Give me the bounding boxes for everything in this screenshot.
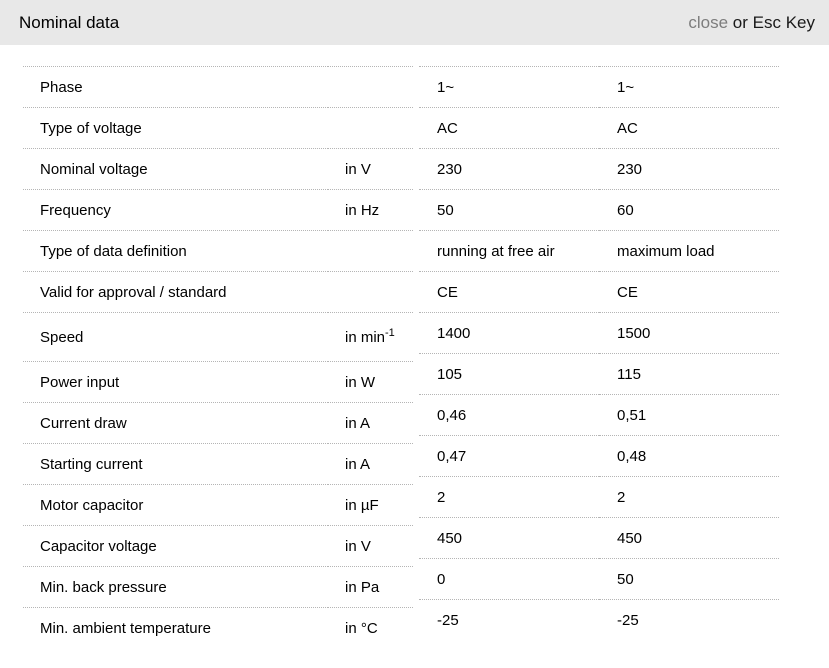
row-value: AC (419, 107, 599, 149)
row-value: 450 (599, 517, 779, 559)
table-row-values: 50 60 (419, 189, 779, 231)
row-label: Type of data definition (23, 230, 328, 272)
row-label: Valid for approval / standard (23, 271, 328, 313)
table-row-values: 0,46 0,51 (419, 394, 779, 436)
table-row: Valid for approval / standard (23, 271, 413, 313)
row-value: 2 (419, 476, 599, 518)
row-unit: in V (328, 525, 413, 567)
row-value: 0,48 (599, 435, 779, 477)
row-unit: in Hz (328, 189, 413, 231)
row-label: Frequency (23, 189, 328, 231)
row-label: Min. ambient temperature (23, 607, 328, 649)
row-value: 60 (599, 189, 779, 231)
row-value: 1500 (599, 312, 779, 354)
row-label: Type of voltage (23, 107, 328, 149)
row-value: 230 (419, 148, 599, 190)
row-value: CE (599, 271, 779, 313)
page-title: Nominal data (19, 12, 120, 32)
row-value: -25 (599, 599, 779, 641)
row-value: 0,46 (419, 394, 599, 436)
row-value: 0,47 (419, 435, 599, 477)
table-row: Speed in min-1 (23, 312, 413, 362)
row-value: 2 (599, 476, 779, 518)
table-row: Type of voltage (23, 107, 413, 149)
row-value: 50 (599, 558, 779, 600)
table-row-values: 450 450 (419, 517, 779, 559)
row-value: -25 (419, 599, 599, 641)
table-row: Min. back pressure in Pa (23, 566, 413, 608)
table-row: Capacitor voltage in V (23, 525, 413, 567)
row-unit: in °C (328, 607, 413, 649)
row-value: 1400 (419, 312, 599, 354)
row-unit: in A (328, 443, 413, 485)
close-button[interactable]: close (688, 12, 729, 32)
row-value: 230 (599, 148, 779, 190)
table-row-values: running at free air maximum load (419, 230, 779, 272)
table-row-values: 105 115 (419, 353, 779, 395)
esc-key-hint: or Esc Key (732, 12, 815, 32)
row-value: 0,51 (599, 394, 779, 436)
row-value: CE (419, 271, 599, 313)
table-row: Nominal voltage in V (23, 148, 413, 190)
row-unit: in min-1 (328, 312, 413, 362)
table-row: Motor capacitor in µF (23, 484, 413, 526)
table-row-values: 1400 1500 (419, 312, 779, 354)
close-controls: close or Esc Key (688, 13, 815, 33)
table-row-values: 1~ 1~ (419, 66, 779, 108)
row-label: Starting current (23, 443, 328, 485)
table-row-values: AC AC (419, 107, 779, 149)
table-row-values: 0,47 0,48 (419, 435, 779, 477)
row-unit: in µF (328, 484, 413, 526)
table-row: Power input in W (23, 361, 413, 403)
unit-superscript: -1 (385, 326, 395, 339)
row-unit: in W (328, 361, 413, 403)
row-label: Current draw (23, 402, 328, 444)
table-row-values: -25 -25 (419, 599, 779, 641)
row-value: 115 (599, 353, 779, 395)
table-row-values: CE CE (419, 271, 779, 313)
row-label: Nominal voltage (23, 148, 328, 190)
table-row: Phase (23, 66, 413, 108)
row-label: Phase (23, 66, 328, 108)
row-label: Min. back pressure (23, 566, 328, 608)
table-row: Current draw in A (23, 402, 413, 444)
row-value: 105 (419, 353, 599, 395)
table-row: Type of data definition (23, 230, 413, 272)
row-label: Capacitor voltage (23, 525, 328, 567)
row-value: 450 (419, 517, 599, 559)
table-row: Min. ambient temperature in °C (23, 607, 413, 649)
row-label: Speed (23, 312, 328, 362)
row-unit: in V (328, 148, 413, 190)
row-label: Power input (23, 361, 328, 403)
row-unit: in A (328, 402, 413, 444)
row-value: maximum load (599, 230, 779, 272)
row-unit (328, 271, 413, 313)
table-row-values: 230 230 (419, 148, 779, 190)
row-label: Motor capacitor (23, 484, 328, 526)
row-value: 1~ (599, 66, 779, 108)
row-unit (328, 107, 413, 149)
row-unit (328, 230, 413, 272)
row-value: 1~ (419, 66, 599, 108)
row-value: 0 (419, 558, 599, 600)
row-unit: in Pa (328, 566, 413, 608)
table-row: Starting current in A (23, 443, 413, 485)
modal-header: Nominal data close or Esc Key (0, 0, 829, 45)
row-value: running at free air (419, 230, 599, 272)
table-row: Frequency in Hz (23, 189, 413, 231)
table-row-values: 0 50 (419, 558, 779, 600)
values-table: 1~ 1~ AC AC 230 230 50 60 running at free air max… (419, 66, 779, 641)
row-value: AC (599, 107, 779, 149)
row-value: 50 (419, 189, 599, 231)
row-unit (328, 66, 413, 108)
